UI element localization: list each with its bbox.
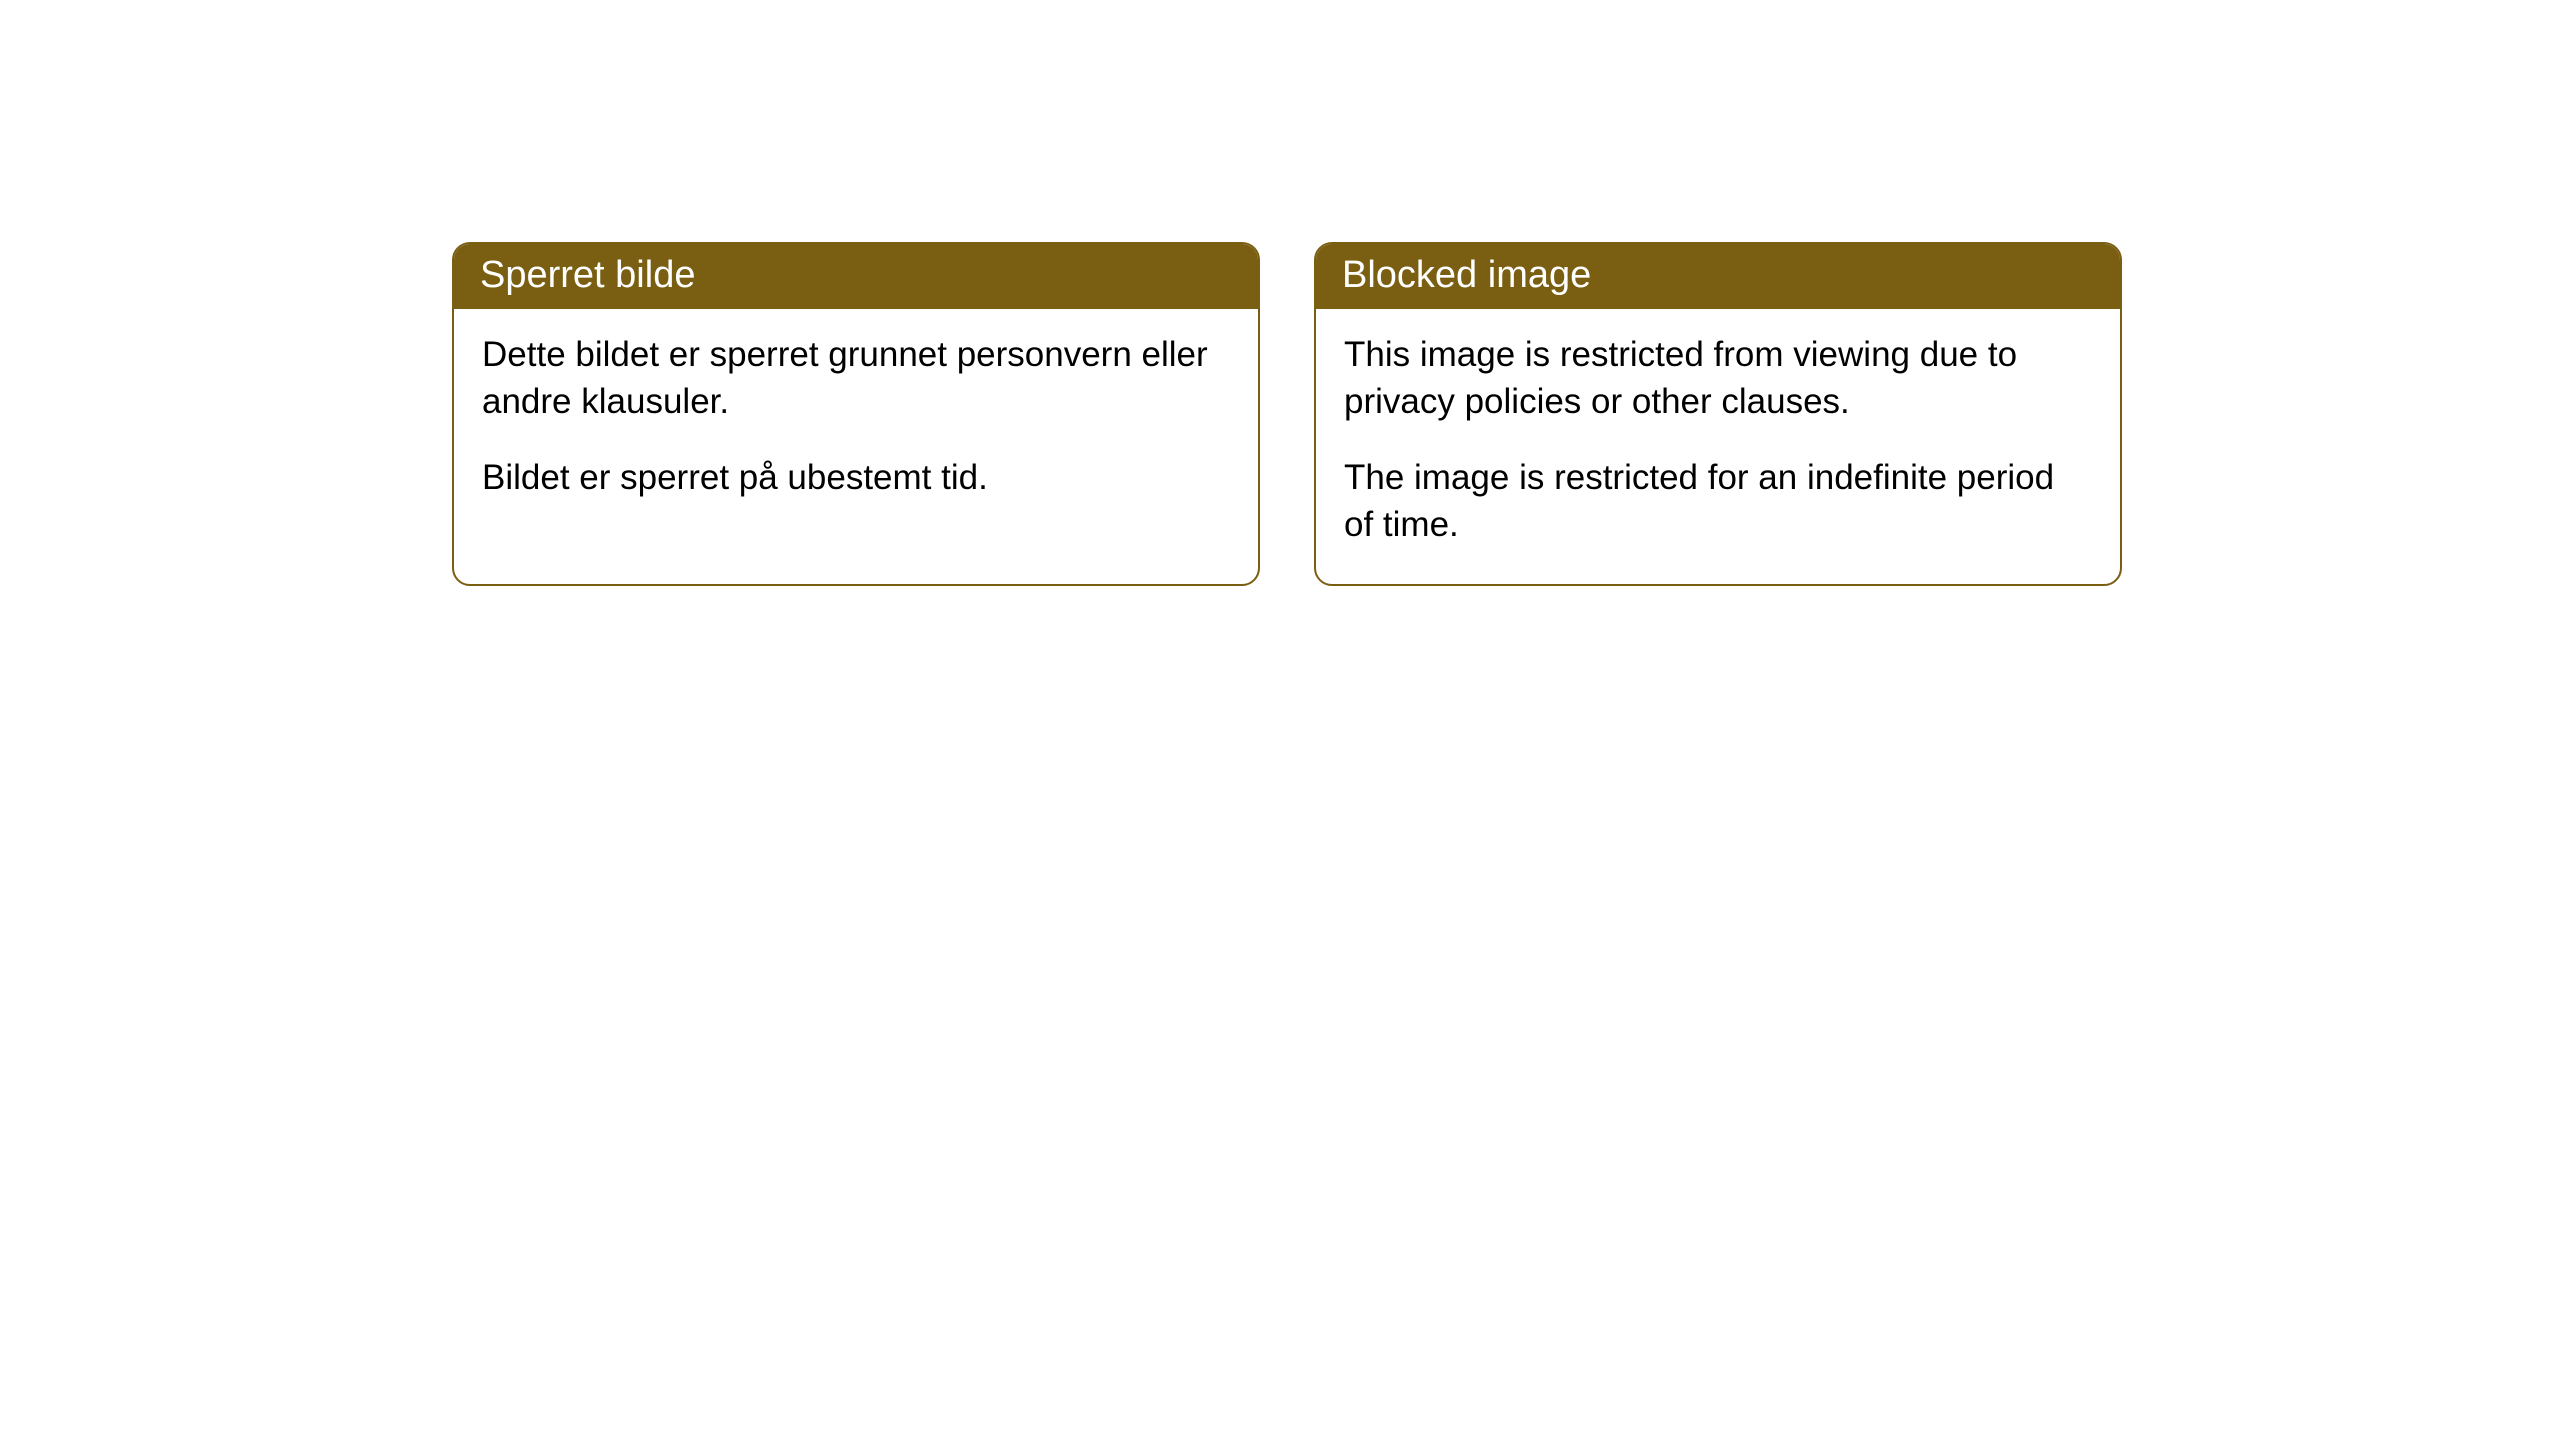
card-body: Dette bildet er sperret grunnet personve…: [454, 309, 1258, 537]
card-title: Sperret bilde: [480, 254, 695, 296]
card-paragraph: Dette bildet er sperret grunnet personve…: [482, 331, 1230, 426]
notice-card-norwegian: Sperret bilde Dette bildet er sperret gr…: [452, 242, 1260, 586]
card-body: This image is restricted from viewing du…: [1316, 309, 2120, 584]
card-header: Blocked image: [1316, 244, 2120, 309]
card-paragraph: This image is restricted from viewing du…: [1344, 331, 2092, 426]
notice-card-english: Blocked image This image is restricted f…: [1314, 242, 2122, 586]
notice-cards-container: Sperret bilde Dette bildet er sperret gr…: [452, 242, 2122, 586]
card-header: Sperret bilde: [454, 244, 1258, 309]
card-paragraph: The image is restricted for an indefinit…: [1344, 454, 2092, 549]
card-paragraph: Bildet er sperret på ubestemt tid.: [482, 454, 1230, 501]
card-title: Blocked image: [1342, 254, 1591, 296]
